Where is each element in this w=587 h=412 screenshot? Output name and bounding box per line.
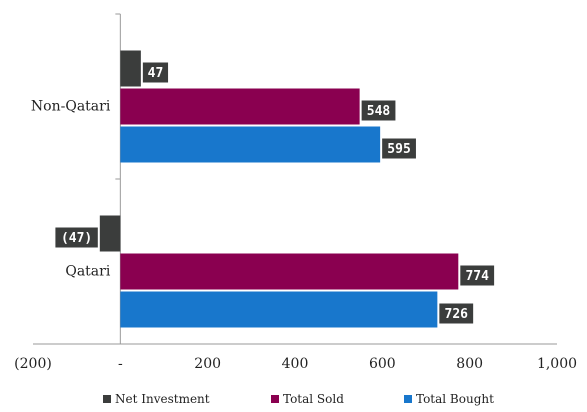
- bar: [120, 126, 381, 163]
- legend-item: Total Sold: [271, 392, 344, 406]
- svg-text:774: 774: [465, 269, 489, 284]
- legend-label: Net Investment: [115, 392, 210, 406]
- value-labels: 47 548 595 (47) 774 726: [55, 62, 495, 324]
- legend-swatch: [404, 395, 412, 403]
- legend-item: Total Bought: [404, 392, 494, 406]
- x-tick-label: 600: [369, 356, 396, 372]
- bar: [120, 88, 360, 125]
- category-labels: Non-Qatari Qatari: [31, 99, 111, 280]
- category-label: Non-Qatari: [31, 99, 111, 115]
- x-tick-label: (200): [14, 356, 52, 372]
- tick-labels: (200) - 200 400 600 800 1,000: [14, 356, 577, 372]
- data-label: 595: [382, 138, 416, 159]
- x-tick-label: 200: [194, 356, 221, 372]
- legend-swatch: [271, 395, 279, 403]
- legend-label: Total Bought: [416, 392, 494, 406]
- data-label: 774: [460, 265, 495, 286]
- data-label: 726: [439, 303, 474, 324]
- x-tick-label: 1,000: [537, 356, 577, 372]
- svg-text:726: 726: [445, 307, 469, 322]
- x-tick-label: -: [118, 356, 123, 372]
- legend-swatch: [103, 395, 111, 403]
- bar: [99, 215, 121, 252]
- legend-label: Total Sold: [283, 392, 344, 406]
- data-label: 548: [361, 100, 396, 121]
- bar: [120, 253, 459, 290]
- svg-text:548: 548: [367, 104, 391, 119]
- x-tick-label: 800: [456, 356, 483, 372]
- bars: [99, 50, 459, 328]
- bar-chart: 47 548 595 (47) 774 726 Non-Qatari Qatari (200…: [14, 13, 577, 372]
- x-tick-label: 400: [282, 356, 309, 372]
- category-label: Qatari: [65, 264, 110, 280]
- bar: [120, 291, 438, 328]
- data-label: (47): [55, 227, 98, 248]
- legend: Net Investment Total Sold Total Bought: [0, 392, 587, 410]
- svg-text:595: 595: [387, 142, 410, 157]
- svg-text:47: 47: [148, 66, 164, 81]
- bar: [120, 50, 141, 87]
- legend-item: Net Investment: [103, 392, 210, 406]
- svg-text:(47): (47): [61, 231, 92, 246]
- data-label: 47: [142, 62, 169, 83]
